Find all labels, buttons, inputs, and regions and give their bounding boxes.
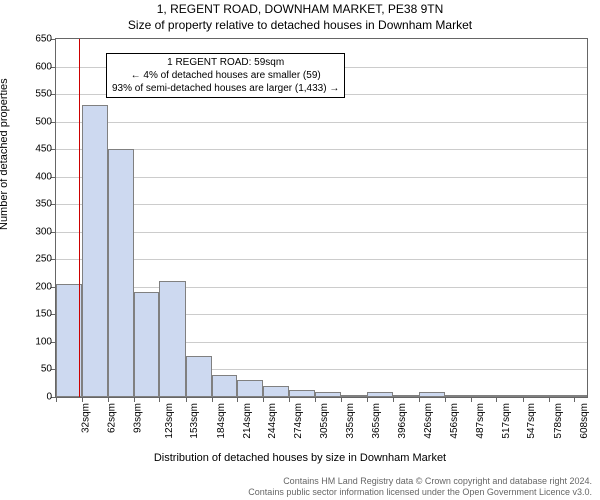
xtick-label: 214sqm [242, 403, 253, 439]
xtick-label: 244sqm [267, 403, 278, 439]
histogram-bar [496, 395, 523, 397]
histogram-bar [82, 105, 109, 397]
xtick-label: 426sqm [423, 403, 434, 439]
annotation-box: 1 REGENT ROAD: 59sqm ← 4% of detached ho… [106, 53, 345, 98]
ytick-label: 200 [35, 281, 52, 292]
gridline-h [56, 232, 587, 233]
ytick-label: 0 [46, 392, 52, 403]
xtick-label: 153sqm [190, 403, 201, 439]
annotation-line-2: ← 4% of detached houses are smaller (59) [112, 69, 339, 82]
ytick-label: 600 [35, 61, 52, 72]
ytick-label: 450 [35, 144, 52, 155]
histogram-bar [549, 395, 575, 397]
xtick-label: 123sqm [164, 403, 175, 439]
ytick-label: 100 [35, 336, 52, 347]
xtick-label: 62sqm [106, 403, 117, 433]
xtick-label: 274sqm [293, 403, 304, 439]
xtick-mark [445, 397, 446, 402]
xtick-mark [82, 397, 83, 402]
ytick-label: 550 [35, 89, 52, 100]
histogram-bar [471, 395, 497, 397]
ytick-label: 300 [35, 226, 52, 237]
chart-title-main: 1, REGENT ROAD, DOWNHAM MARKET, PE38 9TN [0, 2, 600, 16]
xtick-mark [134, 397, 135, 402]
xtick-label: 93sqm [133, 403, 144, 433]
ytick-label: 350 [35, 199, 52, 210]
annotation-line-3: 93% of semi-detached houses are larger (… [112, 82, 339, 95]
xtick-label: 335sqm [345, 403, 356, 439]
xtick-label: 305sqm [320, 403, 331, 439]
ytick-label: 400 [35, 171, 52, 182]
xtick-label: 184sqm [216, 403, 227, 439]
xtick-mark [263, 397, 264, 402]
xtick-mark [523, 397, 524, 402]
histogram-bar [108, 149, 134, 397]
xtick-mark [56, 397, 57, 402]
histogram-bar [186, 356, 212, 397]
chart-title-sub: Size of property relative to detached ho… [0, 18, 600, 32]
histogram-bar [315, 392, 341, 398]
histogram-bar [574, 395, 587, 397]
histogram-bar [367, 392, 393, 398]
gridline-h [56, 177, 587, 178]
xtick-label: 456sqm [449, 403, 460, 439]
ytick-label: 500 [35, 116, 52, 127]
footer-line-1: Contains HM Land Registry data © Crown c… [248, 476, 592, 487]
histogram-bar [393, 395, 419, 397]
ytick-label: 650 [35, 34, 52, 45]
chart-container: 1, REGENT ROAD, DOWNHAM MARKET, PE38 9TN… [0, 0, 600, 500]
gridline-h [56, 122, 587, 123]
annotation-line-1: 1 REGENT ROAD: 59sqm [112, 56, 339, 69]
xtick-mark [186, 397, 187, 402]
histogram-bar [159, 281, 186, 397]
histogram-bar [341, 395, 368, 397]
gridline-h [56, 287, 587, 288]
xtick-mark [496, 397, 497, 402]
histogram-bar [523, 395, 549, 397]
ytick-label: 250 [35, 254, 52, 265]
xtick-mark [237, 397, 238, 402]
xtick-mark [315, 397, 316, 402]
marker-line [79, 39, 80, 397]
histogram-bar [419, 392, 446, 398]
ytick-label: 150 [35, 309, 52, 320]
ytick-label: 50 [41, 364, 52, 375]
xtick-mark [212, 397, 213, 402]
y-axis-label: Number of detached properties [0, 78, 10, 230]
xtick-label: 396sqm [397, 403, 408, 439]
histogram-bar [263, 386, 290, 397]
xtick-label: 487sqm [475, 403, 486, 439]
gridline-h [56, 149, 587, 150]
xtick-label: 578sqm [553, 403, 564, 439]
xtick-mark [393, 397, 394, 402]
xtick-mark [108, 397, 109, 402]
xtick-mark [419, 397, 420, 402]
xtick-mark [549, 397, 550, 402]
xtick-label: 608sqm [579, 403, 590, 439]
histogram-bar [134, 292, 160, 397]
xtick-mark [574, 397, 575, 402]
x-axis-label: Distribution of detached houses by size … [0, 452, 600, 464]
xtick-mark [471, 397, 472, 402]
histogram-bar [212, 375, 238, 397]
gridline-h [56, 259, 587, 260]
footer-line-2: Contains public sector information licen… [248, 487, 592, 498]
xtick-label: 517sqm [501, 403, 512, 439]
histogram-bar [445, 395, 471, 397]
xtick-label: 547sqm [526, 403, 537, 439]
footer-credits: Contains HM Land Registry data © Crown c… [248, 476, 592, 498]
gridline-h [56, 204, 587, 205]
xtick-mark [367, 397, 368, 402]
xtick-mark [159, 397, 160, 402]
xtick-mark [289, 397, 290, 402]
histogram-bar [289, 390, 315, 397]
xtick-label: 32sqm [81, 403, 92, 433]
histogram-bar [56, 284, 82, 397]
histogram-bar [237, 380, 263, 397]
xtick-label: 365sqm [371, 403, 382, 439]
plot-area: 0501001502002503003504004505005506006503… [55, 38, 588, 398]
xtick-mark [341, 397, 342, 402]
